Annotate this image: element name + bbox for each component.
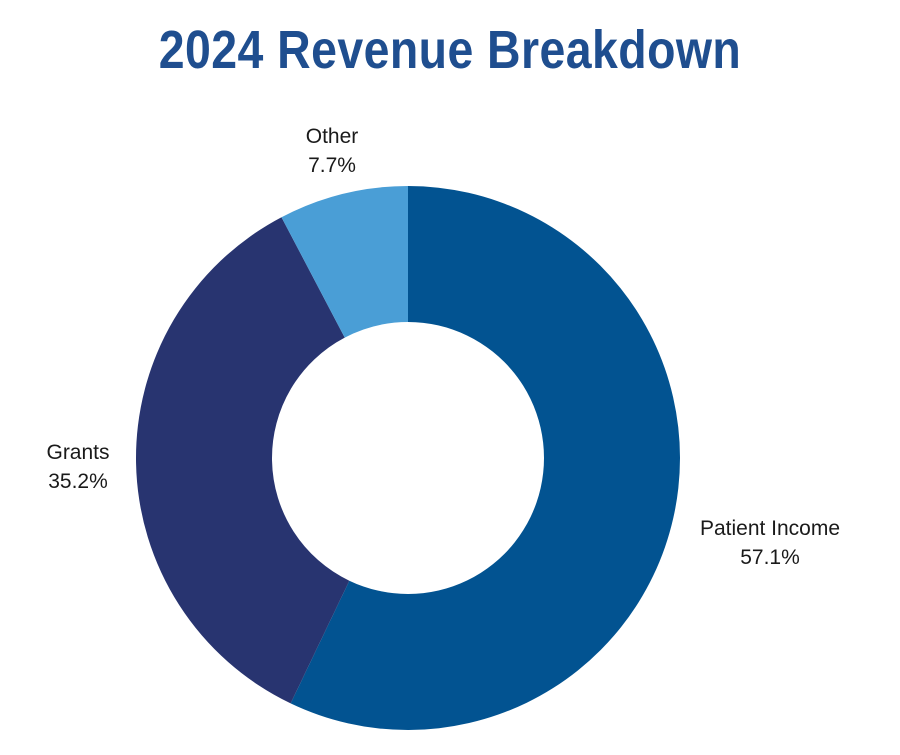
- slice-patient-income: [290, 186, 680, 730]
- slice-value-grants: 35.2%: [48, 470, 108, 493]
- slice-grants: [135, 217, 350, 704]
- slice-label-other: Other: [306, 125, 359, 148]
- chart-title: 2024 Revenue Breakdown: [158, 20, 742, 80]
- slice-labels: Patient Income 57.1% Grants 35.2% Other 7.7%: [46, 125, 840, 569]
- slice-label-patient-income: Patient Income: [700, 517, 840, 540]
- donut-slices: [135, 186, 680, 730]
- slice-value-other: 7.7%: [308, 154, 356, 177]
- slice-value-patient-income: 57.1%: [740, 546, 800, 569]
- slice-label-grants: Grants: [46, 441, 109, 464]
- slice-other: [281, 186, 408, 338]
